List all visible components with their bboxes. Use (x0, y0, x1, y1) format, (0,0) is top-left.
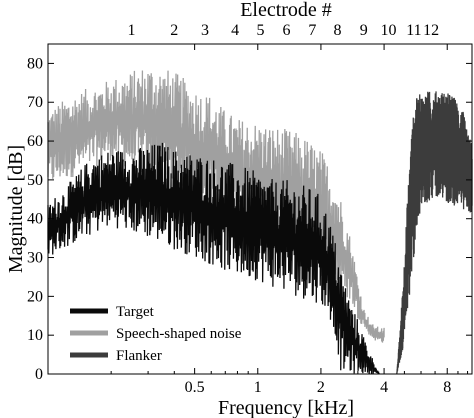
x-tick-label: 8 (443, 379, 451, 396)
x-tick-label: 2 (317, 379, 325, 396)
x-axis-title: Frequency [kHz] (218, 397, 354, 418)
electrode-tick-label: 2 (170, 22, 178, 39)
electrode-tick-label: 1 (127, 22, 135, 39)
series-target (47, 142, 380, 375)
electrode-tick-label: 5 (256, 22, 264, 39)
y-tick-label: 0 (35, 366, 43, 383)
y-tick-label: 60 (27, 133, 43, 150)
electrode-tick-label: 11 (406, 22, 421, 39)
x-tick-label: 0.5 (185, 379, 205, 396)
y-tick-label: 70 (27, 94, 43, 111)
electrode-tick-label: 8 (334, 22, 342, 39)
electrode-tick-label: 7 (308, 22, 316, 39)
electrode-tick-label: 9 (360, 22, 368, 39)
electrode-tick-label: 10 (381, 22, 397, 39)
y-tick-label: 40 (27, 211, 43, 228)
y-tick-label: 50 (27, 172, 43, 189)
y-tick-label: 10 (27, 327, 43, 344)
x-tick-label: 1 (254, 379, 262, 396)
y-tick-label: 20 (27, 288, 43, 305)
y-axis-title: Magnitude [dB] (5, 145, 27, 273)
legend-label: Speech-shaped noise (116, 326, 242, 342)
top-axis-title: Electrode # (240, 0, 332, 21)
electrode-tick-label: 4 (231, 22, 239, 39)
series-flanker (396, 91, 473, 375)
y-tick-label: 80 (27, 55, 43, 72)
plot-frame (47, 43, 473, 375)
legend: Target Speech-shaped noise Flanker (70, 304, 242, 364)
electrode-tick-label: 6 (282, 22, 290, 39)
legend-label: Flanker (116, 348, 162, 364)
electrode-tick-label: 3 (201, 22, 209, 39)
legend-label: Target (116, 304, 155, 320)
x-tick-label: 4 (380, 379, 388, 396)
y-tick-label: 30 (27, 250, 43, 267)
series-layer (47, 70, 473, 375)
electrode-tick-label: 12 (423, 22, 439, 39)
